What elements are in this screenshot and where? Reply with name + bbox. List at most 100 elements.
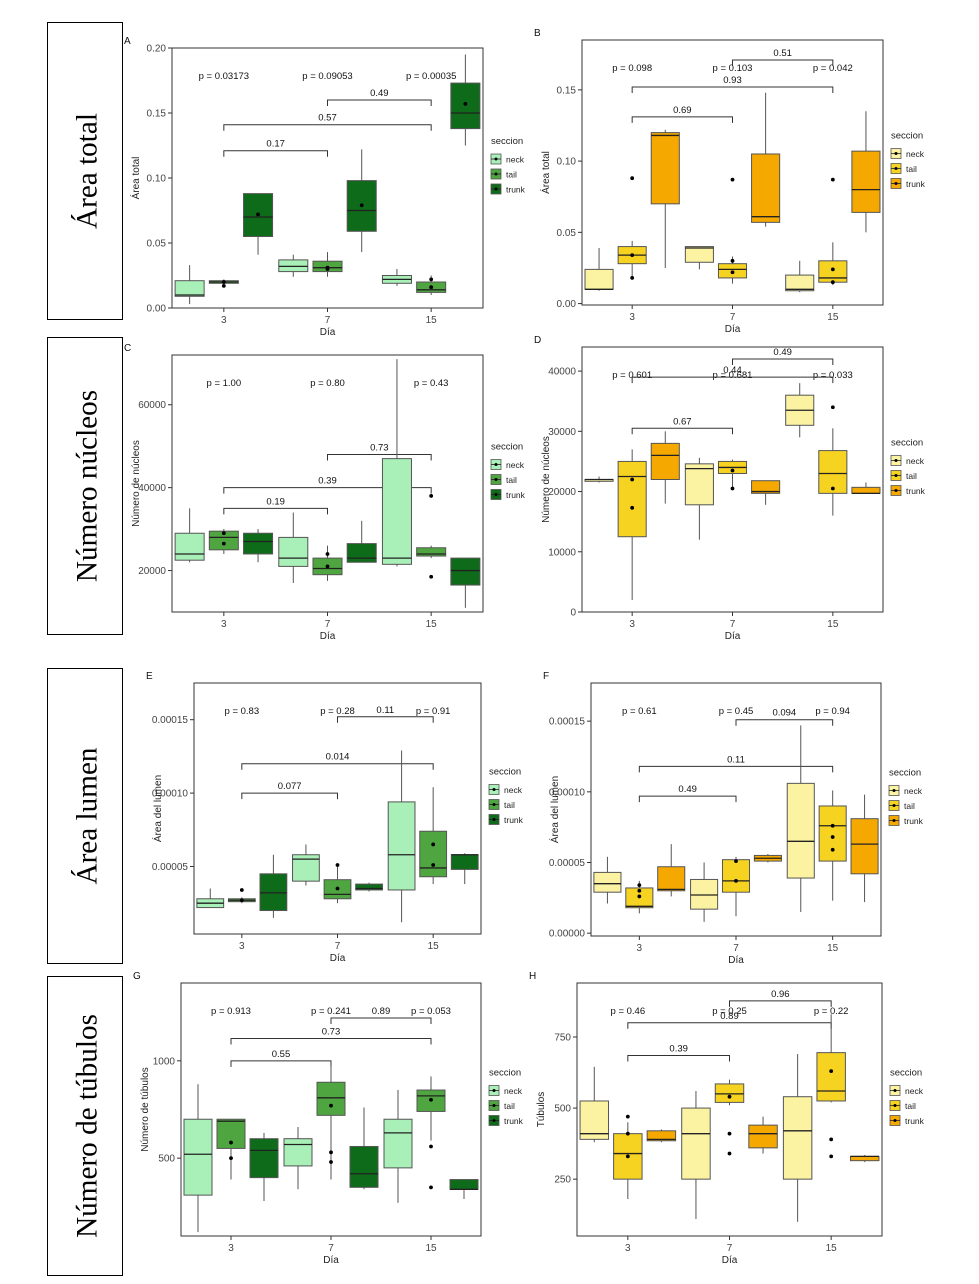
panel-letter: F	[543, 671, 549, 682]
legend-key-dot	[492, 818, 496, 821]
legend-key-dot	[494, 478, 498, 481]
comparison-bracket	[230, 1037, 432, 1045]
box-tail-day-3	[208, 530, 239, 551]
p-value-label: p = 0.913	[211, 1006, 251, 1017]
x-tick-label: 15	[827, 619, 839, 630]
row-label-area-total: Área total	[47, 22, 123, 320]
x-axis-label: Día	[722, 1255, 738, 1266]
box-trunk-day-15	[450, 557, 481, 586]
data-point-tail	[830, 847, 835, 852]
y-tick-label: 30000	[548, 427, 576, 438]
box-neck-day-7	[684, 246, 714, 263]
panel-e: E 0.00005 0.00010 0.00015 3 7 15 Día Área del lu…	[146, 671, 524, 964]
y-tick-label: 0.15	[557, 85, 577, 96]
data-point-tail	[829, 1154, 834, 1159]
y-tick-label: 0.00015	[549, 717, 586, 728]
p-value-label: p = 0.94	[815, 706, 850, 717]
x-tick-label: 7	[730, 312, 736, 323]
y-tick-label: 250	[554, 1175, 571, 1186]
x-tick-label: 3	[221, 619, 227, 630]
box-neck-day-3	[584, 268, 614, 290]
y-tick-label: 500	[158, 1154, 175, 1165]
data-point-tail	[630, 477, 635, 482]
comparison-bracket	[223, 150, 328, 157]
legend-key-dot	[894, 489, 898, 492]
legend-key-dot	[892, 819, 896, 822]
data-point-tail	[630, 176, 635, 181]
data-point-tail	[221, 284, 226, 288]
data-point-tail	[630, 253, 635, 258]
legend-label-tail: tail	[506, 170, 517, 180]
legend-key-dot	[894, 152, 898, 155]
comparison-bracket	[223, 487, 432, 494]
panel-letter: B	[534, 28, 541, 39]
p-value-label: p = 0.601	[612, 370, 652, 381]
legend-label-tail: tail	[905, 1101, 916, 1111]
box-trunk-day-15	[450, 82, 481, 130]
comparison-bracket	[223, 124, 432, 131]
legend-label-neck: neck	[506, 155, 525, 165]
x-axis-label: Día	[330, 953, 346, 964]
legend-label-neck: neck	[904, 786, 923, 796]
data-point-tail	[221, 280, 226, 284]
legend-title: seccion	[489, 767, 521, 778]
data-point-tail	[429, 1144, 433, 1149]
p-value-label: p = 0.43	[414, 378, 449, 389]
y-tick-label: 40000	[138, 483, 166, 494]
box-trunk-day-15	[851, 150, 881, 213]
p-value-label: p = 0.103	[713, 63, 753, 74]
comparison-bracket	[631, 86, 834, 94]
x-axis-label: Día	[728, 955, 744, 966]
box-neck-day-3	[174, 280, 205, 297]
y-tick-label: 0.00000	[549, 929, 586, 940]
data-point-tail	[625, 1114, 630, 1119]
box-trunk-day-3	[650, 442, 680, 481]
data-point-tail	[335, 886, 340, 891]
legend-label-neck: neck	[905, 1086, 924, 1096]
p-value-label: p = 0.681	[713, 370, 753, 381]
legend-label-tail: tail	[904, 801, 915, 811]
data-point-tail	[730, 177, 735, 182]
panel-c: C 20000 40000 60000 3 7 15 Día Número de núcleos…	[124, 343, 526, 642]
comparison-label: 0.73	[322, 1026, 341, 1037]
comparison-bracket	[732, 59, 834, 66]
data-point-tail	[429, 494, 434, 498]
data-point-tail	[734, 878, 738, 883]
legend-title: seccion	[491, 136, 523, 147]
y-axis-label: Número de núcleos	[541, 436, 552, 523]
x-tick-label: 3	[629, 619, 635, 630]
x-tick-label: 3	[625, 1243, 631, 1254]
data-point-tail	[325, 552, 330, 556]
data-point-tail	[637, 883, 642, 888]
legend-title: seccion	[890, 1068, 922, 1079]
data-point-tail	[429, 574, 434, 579]
comparison-label: 0.51	[773, 48, 792, 59]
box-tail-day-3	[617, 460, 647, 538]
comparison-label: 0.55	[272, 1049, 291, 1060]
box-neck-day-15	[387, 801, 416, 891]
box-tail-day-7	[316, 1081, 346, 1116]
data-point-tail	[830, 486, 835, 491]
data-point-tail	[730, 486, 735, 491]
x-axis-label: Día	[725, 324, 741, 335]
legend-label-trunk: trunk	[506, 490, 526, 500]
comparison-label: 0.93	[723, 75, 742, 86]
p-value-label: p = 0.00035	[406, 71, 456, 82]
box-neck-day-15	[381, 458, 412, 565]
panel-letter: E	[146, 671, 153, 682]
row-label-text: Número de túbulos	[72, 1014, 104, 1238]
legend-label-neck: neck	[906, 149, 925, 159]
x-tick-label: 3	[637, 943, 643, 954]
data-point-tail	[730, 258, 735, 263]
comparison-bracket	[337, 716, 434, 723]
panel-letter: D	[534, 335, 541, 346]
legend-key-dot	[893, 1104, 897, 1107]
box-neck-day-15	[782, 1096, 813, 1180]
panel-letter: G	[133, 971, 141, 982]
data-point-tail	[429, 1097, 433, 1102]
comparison-bracket	[330, 1017, 432, 1025]
data-point-tail	[829, 1069, 834, 1074]
y-tick-label: 20000	[138, 566, 166, 577]
row-label-area-lumen: Área lumen	[47, 668, 123, 964]
